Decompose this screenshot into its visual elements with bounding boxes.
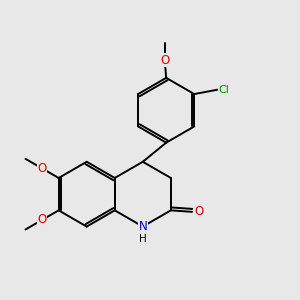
Text: H: H <box>139 234 147 244</box>
Text: O: O <box>160 54 169 67</box>
Text: O: O <box>38 213 47 226</box>
Text: O: O <box>38 162 47 175</box>
Text: N: N <box>138 220 147 233</box>
Text: Cl: Cl <box>218 85 229 94</box>
Text: O: O <box>194 205 203 218</box>
